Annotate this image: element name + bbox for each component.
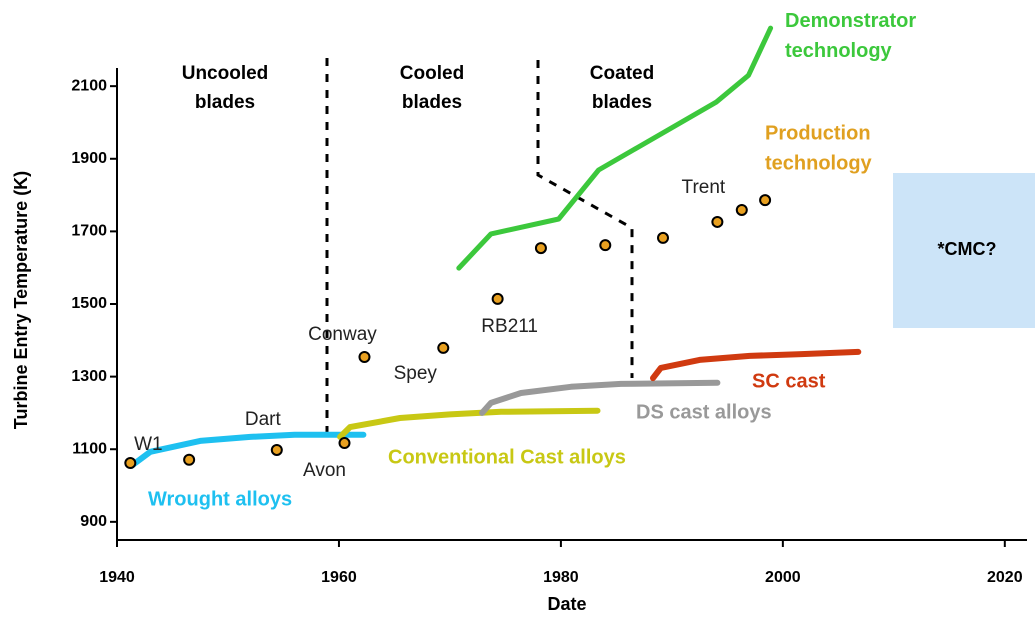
y-axis-title: Turbine Entry Temperature (K) — [11, 171, 31, 429]
series-label: SC cast — [752, 370, 826, 392]
x-tick-label: 1940 — [99, 569, 135, 586]
engine-label: RB211 — [481, 316, 538, 337]
engine-label: Dart — [245, 409, 282, 430]
series-label: Wrought alloys — [148, 488, 292, 510]
engine-label: Trent — [682, 177, 726, 198]
series-label: DS cast alloys — [636, 401, 772, 423]
series-label: Conventional Cast alloys — [388, 446, 626, 468]
y-tick-label: 1100 — [72, 440, 107, 457]
x-axis-title: Date — [547, 594, 586, 614]
engine-point — [759, 194, 772, 207]
series-line — [456, 25, 774, 271]
region-label: blades — [402, 92, 462, 113]
engine-point — [270, 443, 283, 456]
production-label: technology — [765, 152, 873, 174]
x-tick-label: 1980 — [543, 569, 579, 586]
y-tick-label: 1700 — [71, 223, 107, 240]
engine-label: Avon — [303, 460, 346, 481]
region-label: Uncooled — [182, 63, 269, 84]
series-line — [650, 348, 862, 382]
y-tick-label: 1900 — [71, 150, 107, 167]
series-line — [479, 379, 721, 416]
engine-point — [338, 437, 351, 450]
engine-point — [183, 453, 196, 466]
cmc-label: *CMC? — [938, 239, 997, 259]
series-label: Demonstrator technology — [785, 10, 916, 62]
series-label-line: Demonstrator — [785, 10, 916, 32]
engine-point — [657, 231, 669, 244]
series-line — [337, 407, 601, 440]
region-label: blades — [195, 92, 255, 113]
y-tick-label: 1500 — [71, 295, 107, 312]
engine-label: Spey — [394, 363, 438, 384]
x-tick-label: 2000 — [765, 569, 801, 586]
engine-point — [437, 341, 450, 354]
region-label: Coated — [590, 63, 654, 84]
y-tick-label: 2100 — [71, 77, 107, 94]
engine-label: Conway — [308, 324, 377, 345]
engine-label: W1 — [134, 434, 163, 455]
x-tick-label: 2020 — [987, 569, 1023, 586]
engine-point — [735, 203, 748, 216]
engine-point — [711, 215, 724, 228]
engine-point — [599, 239, 612, 252]
region-label: blades — [592, 92, 652, 113]
engine-point — [491, 292, 504, 305]
engine-point — [534, 242, 547, 255]
region-label: Cooled — [400, 63, 464, 84]
series-line — [128, 431, 367, 469]
cmc-box — [893, 173, 1035, 328]
y-tick-label: 1300 — [71, 368, 107, 385]
y-tick-label: 900 — [80, 513, 107, 530]
engine-point — [124, 457, 137, 470]
x-tick-label: 1960 — [321, 569, 357, 586]
production-label: Production — [765, 122, 871, 144]
series-label-line: technology — [785, 40, 893, 62]
engine-point — [358, 351, 371, 364]
